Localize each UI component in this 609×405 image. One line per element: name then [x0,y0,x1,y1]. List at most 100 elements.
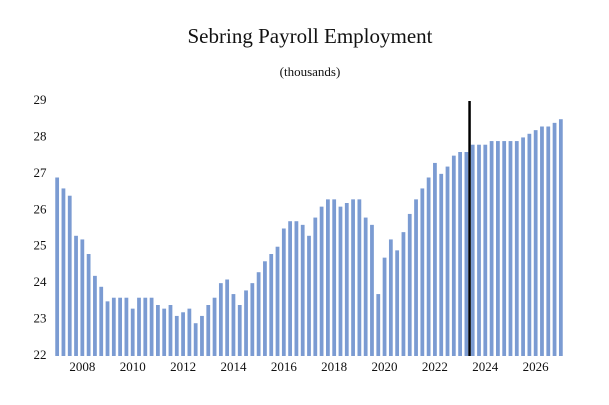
bar [187,308,192,356]
bar [80,239,85,356]
bar [489,141,494,356]
y-tick-label: 23 [34,311,47,326]
bar [363,217,368,356]
bar [307,235,311,356]
bar [174,315,179,356]
bar [527,133,532,356]
bar [181,312,185,356]
bar [458,152,462,356]
bar [496,141,500,356]
bar [105,301,110,356]
bar [269,254,274,356]
bar [130,308,135,356]
bar [433,162,437,356]
bar [118,297,122,356]
bar [263,261,267,356]
bar [93,275,97,356]
bar [256,272,261,356]
bar [288,221,292,356]
bar [483,144,488,356]
bar [300,224,305,356]
bar [225,279,230,356]
bar [237,305,242,356]
x-tick-label: 2012 [170,359,196,374]
bar [558,119,563,356]
bar [294,221,299,356]
bar [445,166,450,356]
bar [351,199,355,356]
y-tick-label: 29 [34,92,47,107]
bar [546,126,551,356]
bar [514,141,519,356]
bar [86,254,91,356]
bar [143,297,148,356]
x-tick-label: 2022 [422,359,448,374]
bar [376,294,381,356]
bar [540,126,544,356]
bar [281,228,286,356]
bar [464,152,469,356]
bar [162,308,167,356]
bar [99,286,104,356]
bar [200,315,204,356]
x-tick-label: 2014 [220,359,247,374]
bar [319,206,324,356]
y-tick-label: 27 [34,165,48,180]
bar [395,250,400,356]
bar [451,155,456,356]
bar [344,203,349,356]
bar [124,297,129,356]
bar [338,206,343,356]
x-tick-label: 2024 [472,359,499,374]
bar [426,177,431,356]
bar [275,246,280,356]
chart-title: Sebring Payroll Employment [188,24,433,48]
bar [382,257,387,356]
x-tick-label: 2016 [271,359,298,374]
bar [521,137,525,356]
bar [388,239,393,356]
bar [502,141,507,356]
bar [149,297,154,356]
y-tick-label: 24 [34,274,48,289]
bar [332,199,337,356]
bar [326,199,330,356]
bar [168,305,173,356]
bar [313,217,318,356]
bar [470,144,475,356]
bar [414,199,418,356]
bar [401,232,406,356]
bar [55,177,60,356]
y-tick-label: 25 [34,238,47,253]
bar [477,144,481,356]
bar [218,283,223,356]
x-tick-label: 2008 [69,359,95,374]
bar [439,173,444,356]
bar [407,213,412,356]
x-tick-label: 2010 [120,359,146,374]
bar [508,141,513,356]
bar [533,130,538,356]
x-tick-label: 2026 [523,359,550,374]
bar [74,235,78,356]
bar [552,122,557,356]
bar [156,305,160,356]
bar [212,297,217,356]
bar [231,294,236,356]
bar [111,297,116,356]
bar [206,305,211,356]
bar [61,188,66,356]
bar [137,297,141,356]
bar [370,224,374,356]
bar [244,290,248,356]
y-tick-label: 22 [34,347,47,362]
bar [67,195,72,356]
bar [250,283,255,356]
y-tick-label: 28 [34,128,47,143]
y-tick-label: 26 [34,201,48,216]
bar [420,188,425,356]
x-tick-label: 2020 [372,359,398,374]
chart-subtitle: (thousands) [280,64,341,79]
bar [193,323,198,356]
